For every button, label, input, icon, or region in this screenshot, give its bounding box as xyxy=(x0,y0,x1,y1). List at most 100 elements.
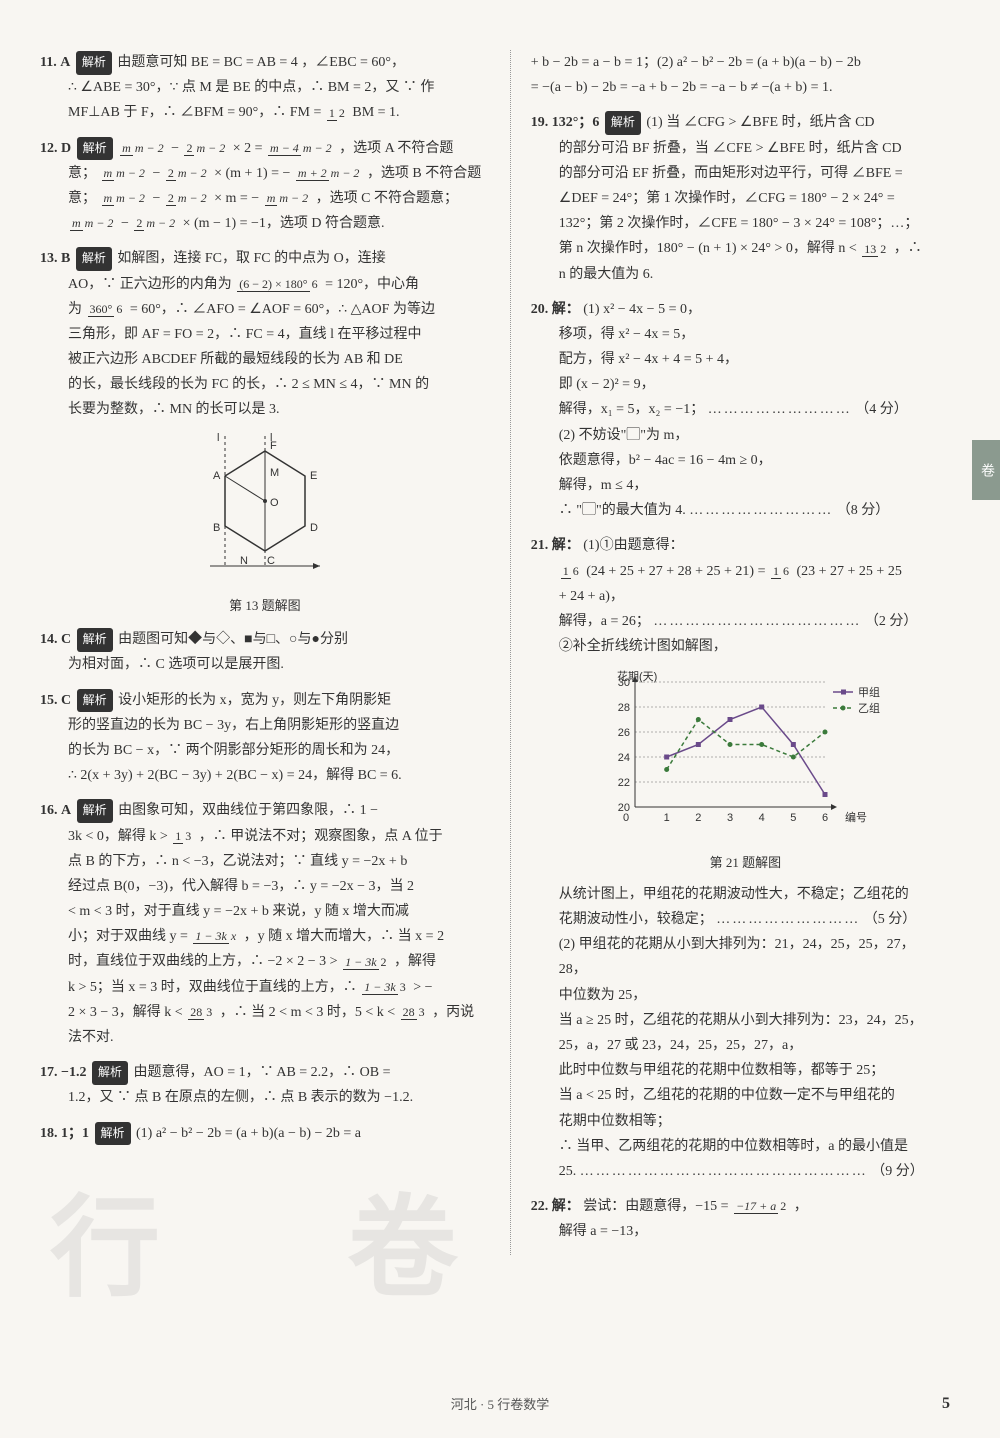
q19-l6: 第 n 次操作时，180° − (n + 1) × 24° > 0，解得 n <… xyxy=(531,236,960,261)
f: m − 2 xyxy=(194,141,227,155)
t: 由图象可知，双曲线位于第四象限，∴ 1 − xyxy=(118,803,378,818)
q13: 13. B 解析 如解图，连接 FC，取 FC 的中点为 O，连接 AO，∵ 正… xyxy=(40,246,490,617)
t: 1.2，又 ∵ 点 B 在原点的左侧，∴ 点 B 表示的数为 −1.2. xyxy=(40,1085,490,1110)
q14-ans: C xyxy=(61,632,71,647)
t: ，∴ 当 2 < m < 3 时，5 < k < xyxy=(220,1005,395,1020)
t: 尝试：由题意得，−15 = xyxy=(583,1199,728,1214)
q12-ans: D xyxy=(61,141,71,156)
t: 此时中位数与甲组花的花期中位数相等，都等于 25； xyxy=(531,1058,960,1083)
t: 配方，得 x² − 4x + 4 = 5 + 4， xyxy=(531,347,960,372)
t: 由题意得，AO = 1，∵ AB = 2.2，∴ OB = xyxy=(134,1065,391,1080)
svg-text:6: 6 xyxy=(822,812,828,824)
t: × (m − 1) = −1，选项 D 符合题意. xyxy=(183,216,385,231)
q11-ans: A xyxy=(60,55,70,70)
q13-l3: 为 360°6 = 60°，∴ ∠AFO = ∠AOF = 60°，∴ △AOF… xyxy=(40,297,490,322)
f: 1 − 3k xyxy=(343,955,378,970)
svg-text:M: M xyxy=(270,467,279,479)
t: × m = − xyxy=(214,191,259,206)
q11-num: 11. xyxy=(40,55,57,70)
f: m xyxy=(70,216,83,231)
t: ∴ "▢"的最大值为 4. xyxy=(559,503,686,518)
t: 为相对面，∴ C 选项可以是展开图. xyxy=(40,652,490,677)
t: 由题图可知◆与◇、■与□、○与●分别 xyxy=(118,632,348,647)
t: (24 + 25 + 27 + 28 + 25 + 21) = xyxy=(586,564,765,579)
t: 即 (x − 2)² = 9， xyxy=(531,372,960,397)
t: 当 a ≥ 25 时，乙组花的花期从小到大排列为：23，24，25， xyxy=(531,1008,960,1033)
q21: 21. 解： (1)①由题意得： 16 (24 + 25 + 27 + 28 +… xyxy=(531,533,960,1184)
q12-l2: 意； mm − 2 − 2m − 2 × (m + 1) = − m + 2m … xyxy=(40,161,490,186)
t: 解得，m ≤ 4， xyxy=(531,473,960,498)
line-chart-svg: 202224262830123456花期(天)编号0甲组乙组 xyxy=(595,667,895,837)
t: 的部分可沿 EF 折叠，而由矩形对边平行，可得 ∠BFE = xyxy=(531,161,960,186)
t: 从统计图上，甲组花的花期波动性大，不稳定；乙组花的 xyxy=(531,882,960,907)
dots: ……………………… xyxy=(716,912,860,927)
f: 6 xyxy=(781,564,791,578)
f: 13 xyxy=(862,242,878,257)
f: m − 2 xyxy=(176,191,209,205)
f: 2 xyxy=(166,191,176,206)
q13-l2: AO，∵ 正六边形的内角为 (6 − 2) × 180°6 = 120°，中心角 xyxy=(40,272,490,297)
svg-text:28: 28 xyxy=(618,702,630,714)
svg-text:22: 22 xyxy=(618,777,630,789)
f: 3 xyxy=(398,980,408,994)
q11-t3: MF⊥AB 于 F，∴ ∠BFM = 90°，∴ FM = 12 BM = 1. xyxy=(40,100,490,125)
q19-ans: 132°；6 xyxy=(552,115,600,130)
q11-t3b: BM = 1. xyxy=(352,105,399,120)
q17-ans: −1.2 xyxy=(61,1065,86,1080)
analysis-tag: 解析 xyxy=(92,1061,128,1085)
page-number: 5 xyxy=(942,1395,950,1413)
analysis-tag: 解析 xyxy=(95,1122,131,1146)
q20: 20. 解： (1) x² − 4x − 5 = 0， 移项，得 x² − 4x… xyxy=(531,297,960,524)
t: 意； xyxy=(68,191,96,206)
q11-t3a: MF⊥AB 于 F，∴ ∠BFM = 90°，∴ FM = xyxy=(68,105,321,120)
q16-num: 16. xyxy=(40,803,58,818)
t: n 的最大值为 6. xyxy=(531,262,960,287)
t: 形的竖直边的长为 BC − 3y，右上角阴影矩形的竖直边 xyxy=(40,713,490,738)
score: （9 分） xyxy=(871,1164,924,1179)
q16-l7: 时，直线位于双曲线的上方，∴ −2 × 2 − 3 > 1 − 3k2 ，解得 xyxy=(40,949,490,974)
q17-num: 17. xyxy=(40,1065,58,1080)
q13-caption: 第 13 题解图 xyxy=(40,594,490,617)
q21-chart: 202224262830123456花期(天)编号0甲组乙组 第 21 题解图 xyxy=(531,667,960,874)
f: 2 xyxy=(134,216,144,231)
t: = 120°，中心角 xyxy=(325,277,419,292)
svg-text:2: 2 xyxy=(696,812,702,824)
f: 2 xyxy=(379,955,389,969)
q19-num: 19. xyxy=(531,115,549,130)
f: m − 2 xyxy=(329,166,362,180)
svg-text:3: 3 xyxy=(727,812,733,824)
f: 3 xyxy=(204,1005,214,1019)
t: 132°；第 2 次操作时，∠CFE = 180° − 3 × 24° = 10… xyxy=(531,211,960,236)
svg-text:24: 24 xyxy=(618,752,630,764)
t: + 24 + a)， xyxy=(531,584,960,609)
q14: 14. C 解析 由题图可知◆与◇、■与□、○与●分别 为相对面，∴ C 选项可… xyxy=(40,627,490,677)
q22: 22. 解： 尝试：由题意得，−15 = −17 + a2 ， 解得 a = −… xyxy=(531,1194,960,1244)
frac-d: 2 xyxy=(337,106,347,120)
svg-text:甲组: 甲组 xyxy=(858,685,880,699)
t: ，y 随 x 增大而增大，∴ 当 x = 2 xyxy=(244,929,444,944)
f: m − 2 xyxy=(176,166,209,180)
score: （2 分） xyxy=(865,614,918,629)
svg-text:乙组: 乙组 xyxy=(858,701,880,715)
t: (1)①由题意得： xyxy=(583,538,683,553)
t: ，∴ xyxy=(894,241,922,256)
t: ∴ 2(x + 3y) + 2(BC − 3y) + 2(BC − x) = 2… xyxy=(40,763,490,788)
t: 移项，得 x² − 4x = 5， xyxy=(531,322,960,347)
score: （4 分） xyxy=(855,402,908,417)
analysis-tag: 解析 xyxy=(76,247,112,271)
q15-ans: C xyxy=(61,693,71,708)
side-tab: 卷 xyxy=(972,440,1000,500)
t: ，丙说 xyxy=(432,1005,474,1020)
t: 花期波动性小，较稳定； xyxy=(559,912,713,927)
f: 28 xyxy=(401,1005,417,1020)
f: m xyxy=(102,191,115,206)
f: 2 xyxy=(166,166,176,181)
svg-text:5: 5 xyxy=(791,812,797,824)
t: 当 a < 25 时，乙组花的花期的中位数一定不与甲组花的 xyxy=(531,1083,960,1108)
t: ，选项 A 不符合题 xyxy=(339,141,453,156)
f: x xyxy=(229,929,238,943)
t: 经过点 B(0，−3)，代入解得 b = −3，∴ y = −2x − 3，当 … xyxy=(40,874,490,899)
t: 意； xyxy=(68,166,96,181)
f: 6 xyxy=(114,302,124,316)
f: 2 xyxy=(878,242,888,256)
